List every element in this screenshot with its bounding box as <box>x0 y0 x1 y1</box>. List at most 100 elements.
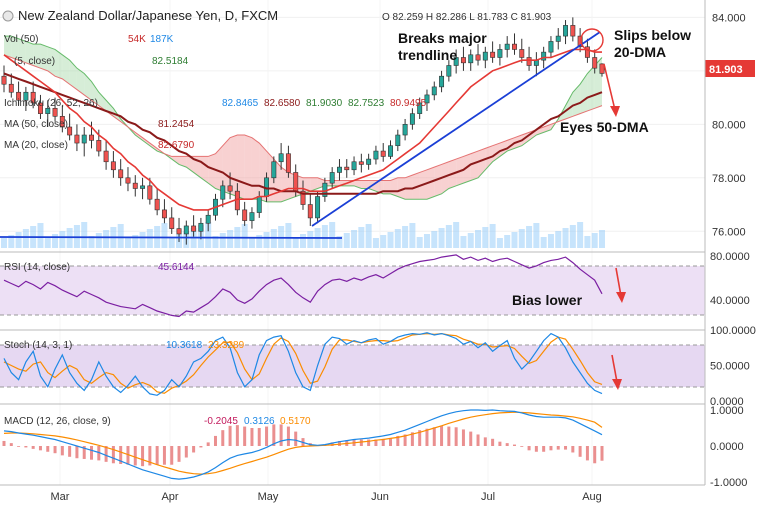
macd-hist-bar <box>294 431 298 446</box>
candle-body <box>373 150 379 160</box>
cloud-segment <box>142 137 150 146</box>
ma50-line <box>3 72 603 195</box>
macd-hist-bar <box>381 438 385 446</box>
macd-hist-bar <box>593 446 597 464</box>
cloud-segment <box>76 68 85 95</box>
date-tick-label: Aug <box>582 491 602 503</box>
volume-bar <box>343 233 350 248</box>
candle-body <box>169 217 175 229</box>
volume-bar <box>562 228 569 248</box>
candle-body <box>497 49 503 58</box>
macd-hist-bar <box>221 430 225 446</box>
stoch-arrow <box>611 354 618 383</box>
volume-bar <box>292 237 299 248</box>
macd-hist-bar <box>97 446 101 461</box>
macd-hist-bar <box>410 432 414 446</box>
macd-signal-line <box>3 411 603 475</box>
annotation-eyes: Eyes 50-DMA <box>560 119 649 135</box>
candle-body <box>103 150 109 163</box>
annotation-trendline: Breaks major trendline <box>398 30 487 63</box>
price-tick-label: 78.000 <box>712 173 746 185</box>
macd-hist-bar <box>9 443 13 446</box>
rsi-arrow <box>615 267 622 297</box>
macd-hist-bar <box>155 446 159 465</box>
macd-legend[interactable]: MACD (12, 26, close, 9) <box>4 416 111 427</box>
macd-hist-bar <box>141 446 145 467</box>
macd-tick-label: 1.0000 <box>710 405 744 417</box>
stoch-band <box>0 345 705 387</box>
macd-hist-bar <box>330 442 334 446</box>
macd-hist-bar <box>60 446 64 456</box>
macd-tick-label: -1.0000 <box>710 477 747 489</box>
volume-bar <box>591 233 598 248</box>
volume-bar <box>227 230 234 248</box>
candle-body <box>191 225 197 232</box>
cloud-segment <box>405 175 413 200</box>
cloud-segment <box>11 36 19 61</box>
sma5-legend[interactable]: (5, close) <box>14 56 55 67</box>
candle-body <box>67 126 73 136</box>
annotation-bias: Bias lower <box>512 292 583 308</box>
macd-histogram <box>2 424 604 467</box>
volume-bar <box>248 238 255 248</box>
macd-hist-bar <box>556 446 560 450</box>
candle-body <box>59 116 65 128</box>
macd-line <box>3 409 603 480</box>
last-price-label: 81.903 <box>709 64 743 76</box>
candle-body <box>344 166 350 171</box>
rsi-tick-label: 40.0000 <box>710 295 750 307</box>
volume-bar <box>81 222 88 248</box>
volume-bar <box>365 224 372 248</box>
candle-body <box>125 177 131 184</box>
volume-bar <box>599 230 605 248</box>
rsi-legend[interactable]: RSI (14, close) <box>4 262 70 273</box>
cloud-segment <box>397 177 406 200</box>
vol-legend[interactable]: Vol (50) <box>4 34 38 45</box>
ichimoku-value-5: 80.9495 <box>390 98 427 109</box>
macd-hist-bar <box>498 441 502 446</box>
macd-axis: 1.0000 0.0000 -1.0000 <box>710 405 747 489</box>
stoch-d-line <box>3 332 603 394</box>
macd-hist-bar <box>24 446 28 448</box>
volume-bar <box>329 222 336 248</box>
rsi-axis: 80.0000 40.0000 <box>710 251 750 307</box>
cloud-segment <box>4 36 12 58</box>
rsi-tick-label: 80.0000 <box>710 251 750 263</box>
macd-hist-bar <box>192 446 196 453</box>
ichimoku-value-2: 82.6580 <box>264 98 301 109</box>
macd-hist-bar <box>104 446 108 462</box>
macd-hist-bar <box>170 446 174 465</box>
macd-hist-bar <box>111 446 115 464</box>
ohlc-readout: O 82.259 H 82.286 L 81.783 C 81.903 <box>382 12 552 23</box>
date-tick-label: Jul <box>481 491 495 503</box>
candle-body <box>592 57 598 69</box>
stoch-legend[interactable]: Stoch (14, 3, 1) <box>4 340 72 351</box>
volume-bar <box>380 235 387 248</box>
macd-value-3: 0.5170 <box>280 416 311 427</box>
volume-bar <box>555 231 562 248</box>
cloud-segment <box>33 44 41 69</box>
macd-hist-bar <box>418 430 422 446</box>
macd-tick-label: 0.0000 <box>710 441 744 453</box>
cloud-segment <box>375 180 384 194</box>
major-trendline <box>311 31 601 227</box>
date-tick-label: Mar <box>51 491 70 503</box>
volume-bar <box>59 231 66 248</box>
volume-bar <box>336 236 343 248</box>
macd-hist-bar <box>403 434 407 446</box>
volume-bar <box>431 231 438 248</box>
volume-bar <box>37 223 44 248</box>
candle-body <box>38 102 43 114</box>
ma50-legend[interactable]: MA (50, close) <box>4 119 68 130</box>
cloud-segment <box>434 164 442 197</box>
ma20-legend[interactable]: MA (20, close) <box>4 140 68 151</box>
last-price-tag <box>705 60 755 77</box>
candle-body <box>220 185 226 200</box>
rsi-value: 45.6144 <box>158 262 195 273</box>
candle-body <box>366 158 372 165</box>
ichimoku-legend[interactable]: Ichimoku (26, 52, 26) <box>4 98 98 109</box>
volume-bars <box>1 222 605 248</box>
cloud-segment <box>470 151 479 181</box>
macd-hist-bar <box>82 446 86 459</box>
